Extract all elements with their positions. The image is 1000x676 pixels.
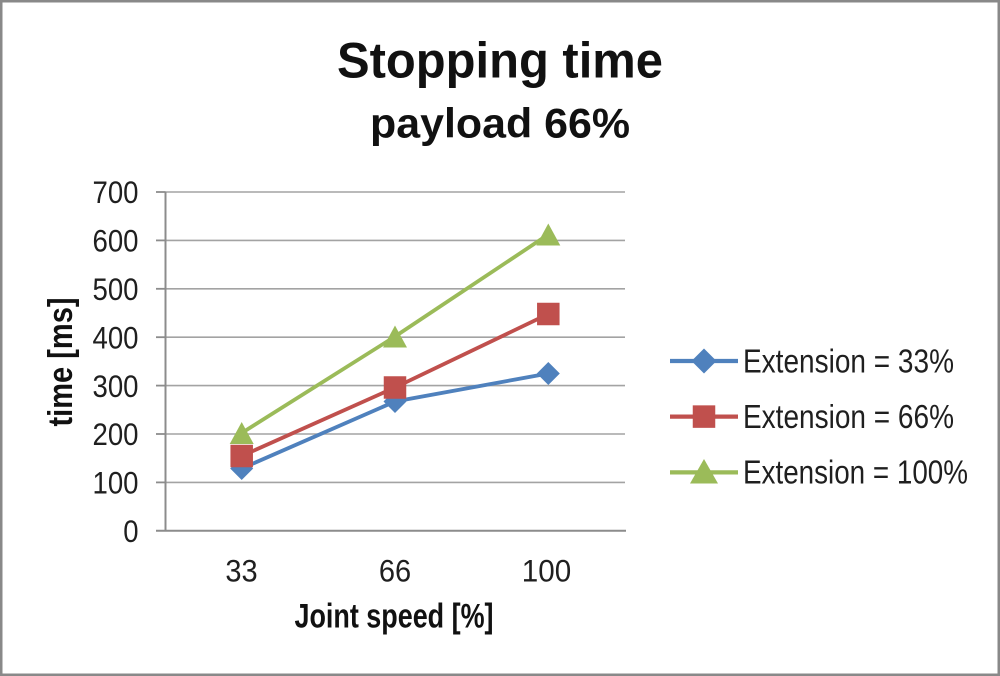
svg-text:0: 0: [123, 513, 138, 549]
svg-text:33: 33: [225, 553, 257, 589]
svg-text:400: 400: [93, 319, 139, 355]
svg-text:time [ms]: time [ms]: [42, 298, 80, 427]
svg-text:Extension = 33%: Extension = 33%: [743, 342, 954, 379]
svg-text:Stopping time: Stopping time: [337, 33, 663, 89]
svg-text:500: 500: [93, 271, 139, 307]
svg-text:100: 100: [93, 465, 139, 501]
svg-text:700: 700: [93, 174, 139, 210]
svg-text:600: 600: [93, 223, 139, 259]
svg-text:300: 300: [93, 368, 139, 404]
svg-text:Extension = 100%: Extension = 100%: [743, 454, 968, 491]
svg-text:Extension = 66%: Extension = 66%: [743, 398, 954, 435]
svg-text:66: 66: [379, 553, 411, 589]
svg-text:Joint speed [%]: Joint speed [%]: [295, 597, 494, 635]
svg-text:payload 66%: payload 66%: [370, 100, 630, 147]
svg-text:200: 200: [93, 416, 139, 452]
svg-text:100: 100: [522, 553, 571, 589]
